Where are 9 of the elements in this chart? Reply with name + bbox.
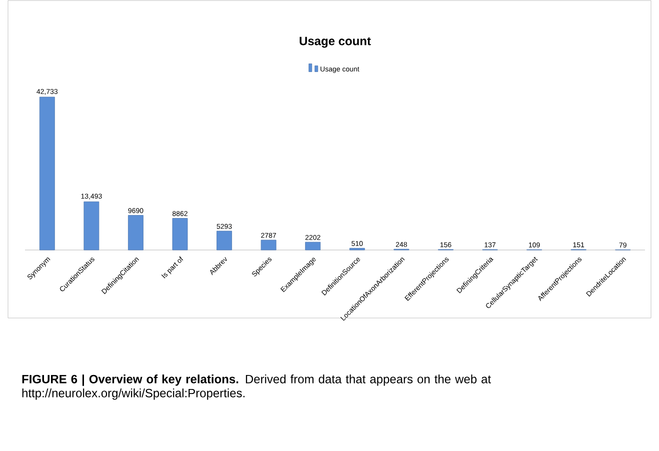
bar xyxy=(216,230,232,250)
bar xyxy=(39,96,55,250)
text: FIGURE 6 | Overview of key relations. Derived from data that appears on the web at http://neurolex.org/wiki/Special:Properties. xyxy=(22,374,491,400)
bar xyxy=(260,240,276,250)
bar xyxy=(172,218,188,250)
bar xyxy=(305,242,321,250)
bar xyxy=(84,201,100,250)
bar xyxy=(128,215,144,250)
chart-title: Usage count xyxy=(300,36,371,48)
